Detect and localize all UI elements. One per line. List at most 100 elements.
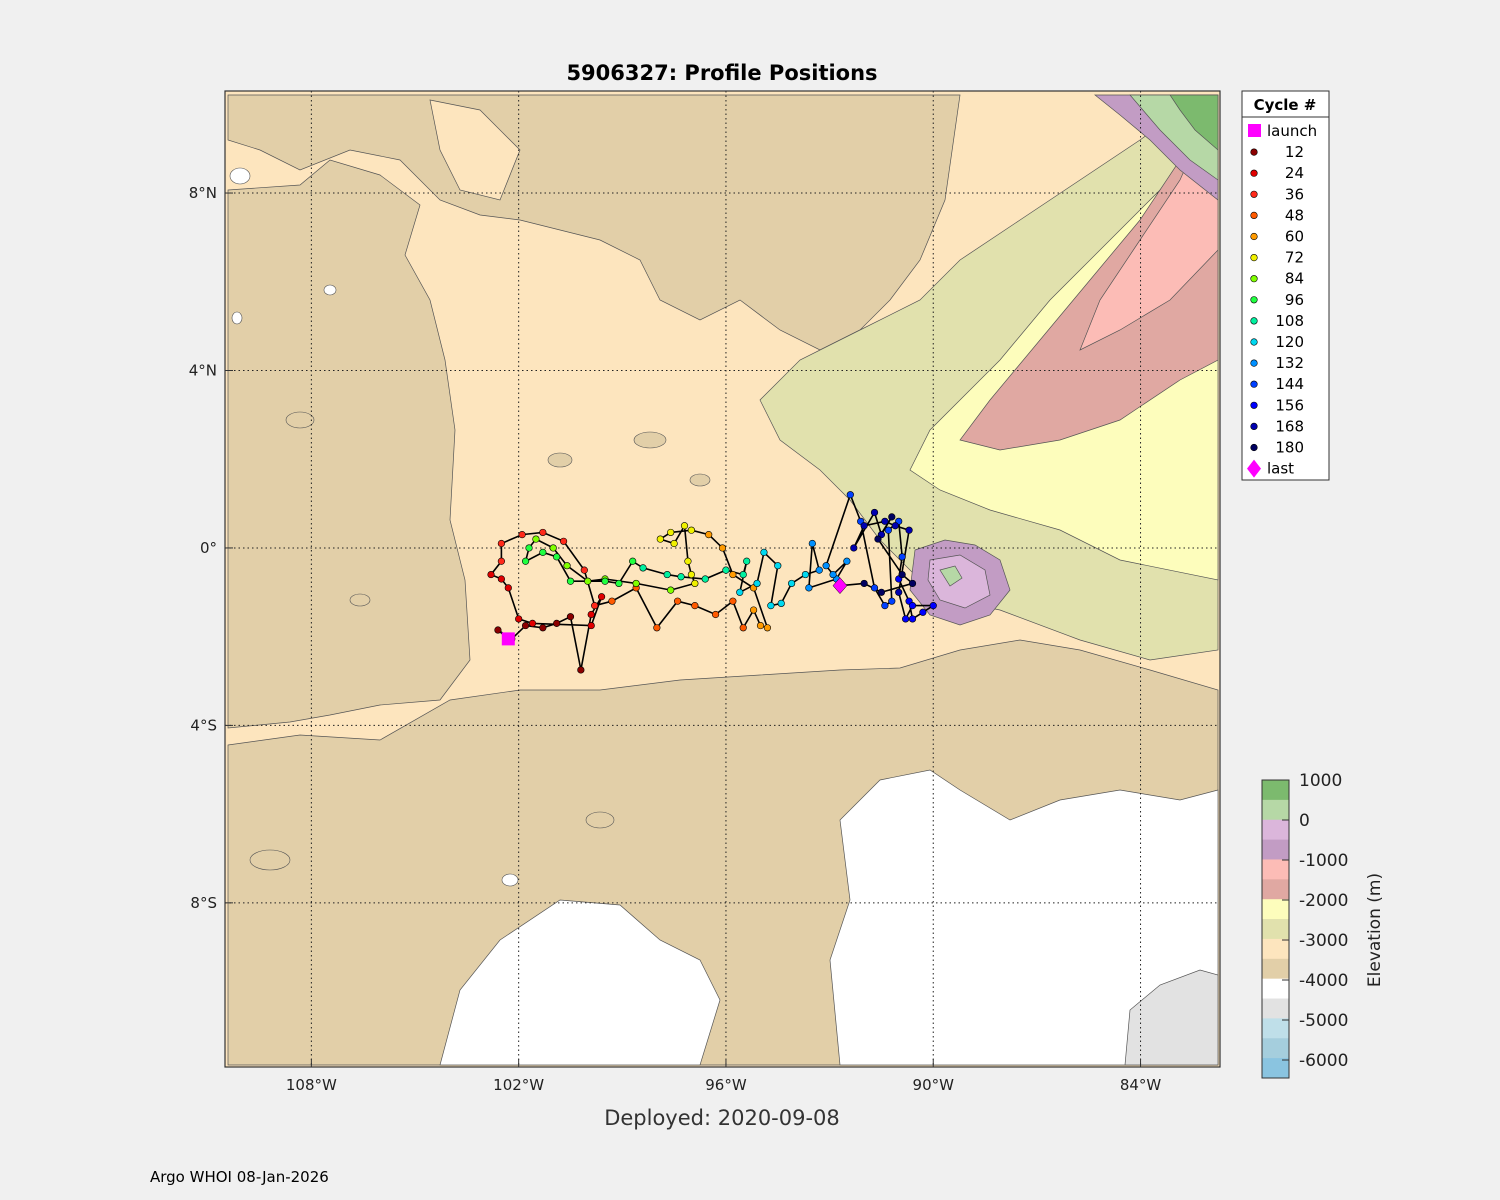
y-tick-label: 0° — [200, 539, 217, 557]
profile-point — [667, 528, 675, 537]
profile-point — [601, 577, 609, 585]
galapagos-shelf — [927, 554, 991, 609]
map-area — [225, 91, 1220, 1067]
profile-point — [774, 562, 782, 570]
colorbar-band — [1262, 1058, 1289, 1079]
legend-label: 120 — [1275, 333, 1304, 351]
deployed-date-label: Deployed: 2020-09-08 — [604, 1106, 840, 1130]
legend-label: last — [1267, 460, 1294, 478]
legend-title: Cycle # — [1254, 96, 1317, 114]
longitude-axis: 108°W 102°W 96°W 90°W 84°W — [286, 1059, 1161, 1094]
profile-point — [767, 602, 775, 610]
legend-item: 120 — [1250, 333, 1304, 351]
profile-point — [888, 597, 896, 605]
profile-point — [532, 535, 540, 543]
legend-dot-marker — [1250, 190, 1258, 198]
legend-item: last — [1247, 459, 1294, 478]
legend-dot-marker — [1250, 401, 1258, 409]
elevation-colorbar: 1000 0 -1000 -2000 -3000 -4000 -5000 -6000 Elev… — [1261, 771, 1385, 1079]
latitude-axis: 8°N 4°N 0° 4°S 8°S — [189, 184, 233, 912]
profile-point — [673, 597, 682, 605]
profile-point — [539, 624, 547, 632]
legend-label: 48 — [1285, 206, 1304, 224]
profile-point — [615, 579, 623, 588]
profile-point — [898, 570, 906, 579]
colorbar-tick-label: -4000 — [1299, 971, 1348, 991]
profile-point — [908, 602, 917, 610]
profile-point — [760, 548, 768, 556]
legend: Cycle # launch 12 24 36 48 60 72 84 96 108 120 132 1… — [1241, 90, 1330, 481]
profile-point — [597, 593, 606, 601]
legend-square-marker — [1248, 124, 1261, 137]
profile-point — [805, 584, 813, 592]
profile-point — [881, 602, 889, 610]
profile-point — [815, 566, 823, 574]
profile-point — [677, 573, 685, 581]
y-tick-label: 8°S — [190, 894, 217, 912]
profile-point — [822, 562, 830, 570]
x-tick-label: 96°W — [705, 1076, 747, 1094]
legend-dot-marker — [1250, 254, 1258, 262]
colorbar-band — [1262, 819, 1289, 841]
profile-point — [587, 610, 595, 619]
colorbar-tick-label: 1000 — [1299, 771, 1342, 791]
profile-point — [553, 619, 561, 627]
profile-point — [895, 588, 903, 596]
profile-point — [808, 539, 816, 548]
profile-point — [494, 626, 502, 634]
legend-label: 132 — [1275, 354, 1304, 372]
profile-point — [487, 570, 495, 579]
profile-point — [902, 615, 910, 623]
profile-point — [777, 599, 785, 608]
legend-box — [1241, 90, 1330, 481]
profile-point — [670, 539, 678, 548]
legend-label: 12 — [1285, 143, 1304, 161]
legend-label: 156 — [1275, 396, 1304, 414]
profile-point — [870, 584, 879, 592]
map-frame — [224, 90, 1221, 1068]
profile-point — [653, 624, 661, 632]
profile-point — [680, 522, 689, 530]
legend-dot-marker — [1250, 422, 1258, 431]
profile-point — [525, 544, 533, 552]
profile-point — [559, 537, 568, 545]
trench-region — [1124, 969, 1219, 1066]
profile-point — [749, 606, 758, 614]
legend-dot-marker — [1250, 443, 1258, 452]
depth-region-rise-1000 — [1079, 94, 1219, 351]
y-tick-label: 4°N — [189, 361, 217, 379]
colorbar-tick-label: -6000 — [1299, 1051, 1348, 1071]
profile-point — [701, 575, 709, 583]
profile-point — [739, 624, 747, 632]
profile-point — [711, 610, 720, 619]
profile-point — [667, 586, 675, 594]
profile-point — [629, 557, 637, 565]
profile-point — [497, 539, 505, 548]
profile-point — [739, 570, 747, 579]
legend-dot-marker — [1250, 211, 1258, 219]
legend-item: 60 — [1250, 228, 1304, 246]
x-tick-label: 108°W — [286, 1076, 337, 1094]
legend-item: 144 — [1250, 375, 1304, 393]
profile-point — [705, 531, 713, 539]
profile-point — [580, 566, 588, 574]
colorbar-tick-label: -5000 — [1299, 1011, 1348, 1031]
profile-point — [884, 526, 892, 534]
legend-item: launch — [1248, 122, 1317, 140]
profile-point — [763, 624, 772, 632]
colorbar-band — [1262, 938, 1289, 960]
chart-title: 5906327: Profile Positions — [566, 61, 877, 85]
last-position-marker — [832, 577, 848, 595]
depth-region-north-patch — [429, 99, 521, 201]
profile-point — [891, 522, 899, 530]
legend-label: launch — [1267, 122, 1317, 140]
profile-point — [756, 621, 765, 630]
profile-point — [521, 621, 530, 630]
legend-item: 36 — [1250, 185, 1304, 203]
legend-item: 12 — [1250, 143, 1304, 161]
legend-item: 24 — [1250, 164, 1304, 182]
legend-dot-marker — [1250, 338, 1258, 346]
colorbar-band — [1262, 919, 1289, 940]
legend-item: 180 — [1250, 439, 1304, 457]
